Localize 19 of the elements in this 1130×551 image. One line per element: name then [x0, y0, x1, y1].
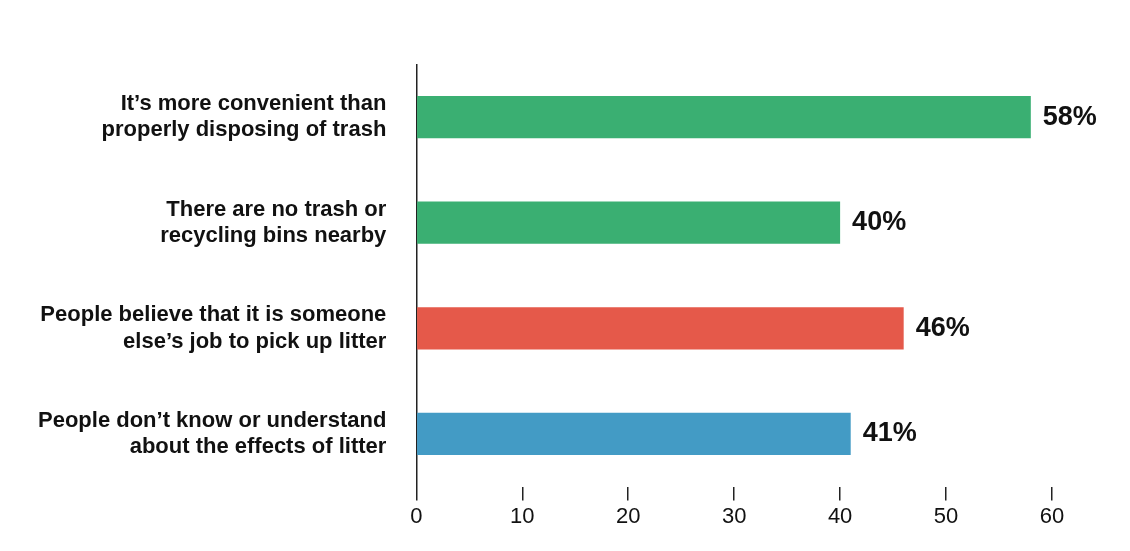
y-tick-label: People believe that it is someone else’s job to pick up litter	[40, 301, 387, 353]
y-tick-label: There are no trash or recycling bins nearby	[160, 195, 388, 247]
bar	[417, 307, 904, 350]
data-label: 40%	[852, 206, 907, 237]
x-tick-label: 60	[1039, 502, 1065, 528]
x-tick-label: 10	[510, 502, 535, 528]
bar	[417, 201, 841, 244]
x-tick-label: 20	[615, 502, 641, 528]
data-label: 58%	[1042, 100, 1097, 131]
bar	[417, 412, 851, 455]
x-tick-label: 40	[827, 502, 853, 528]
x-tick-label: 0	[410, 502, 423, 528]
data-label: 46%	[915, 311, 970, 342]
bar	[417, 96, 1031, 139]
data-label: 41%	[862, 417, 917, 448]
y-tick-label: People don’t know or understand about the effects of litter	[37, 406, 387, 459]
x-tick-label: 50	[933, 502, 959, 528]
x-tick-label: 30	[721, 502, 747, 528]
y-tick-label: It’s more convenient than properly disposing of trash	[101, 90, 387, 142]
